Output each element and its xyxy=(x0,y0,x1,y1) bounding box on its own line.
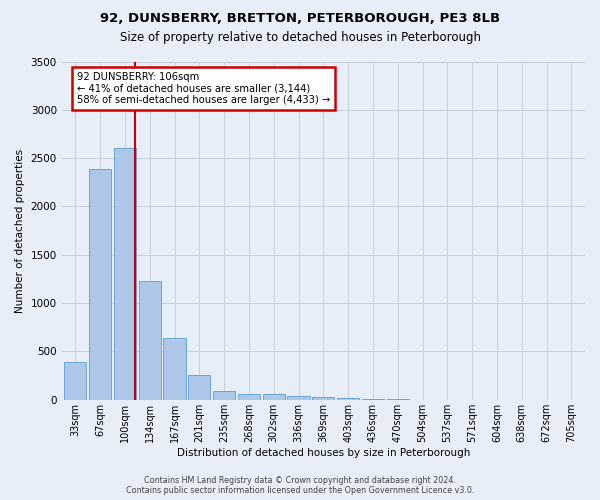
Text: Contains HM Land Registry data © Crown copyright and database right 2024.
Contai: Contains HM Land Registry data © Crown c… xyxy=(126,476,474,495)
Bar xyxy=(337,398,359,400)
Text: 92 DUNSBERRY: 106sqm
← 41% of detached houses are smaller (3,144)
58% of semi-de: 92 DUNSBERRY: 106sqm ← 41% of detached h… xyxy=(77,72,330,106)
X-axis label: Distribution of detached houses by size in Peterborough: Distribution of detached houses by size … xyxy=(176,448,470,458)
Bar xyxy=(213,391,235,400)
Bar xyxy=(64,362,86,400)
Text: 92, DUNSBERRY, BRETTON, PETERBOROUGH, PE3 8LB: 92, DUNSBERRY, BRETTON, PETERBOROUGH, PE… xyxy=(100,12,500,26)
Bar xyxy=(362,399,384,400)
Bar xyxy=(139,281,161,400)
Bar xyxy=(89,169,111,400)
Bar xyxy=(188,375,211,400)
Y-axis label: Number of detached properties: Number of detached properties xyxy=(15,148,25,312)
Bar xyxy=(238,394,260,400)
Bar xyxy=(163,338,185,400)
Bar xyxy=(312,398,334,400)
Bar xyxy=(287,396,310,400)
Bar xyxy=(114,148,136,400)
Bar xyxy=(263,394,285,400)
Text: Size of property relative to detached houses in Peterborough: Size of property relative to detached ho… xyxy=(119,31,481,44)
